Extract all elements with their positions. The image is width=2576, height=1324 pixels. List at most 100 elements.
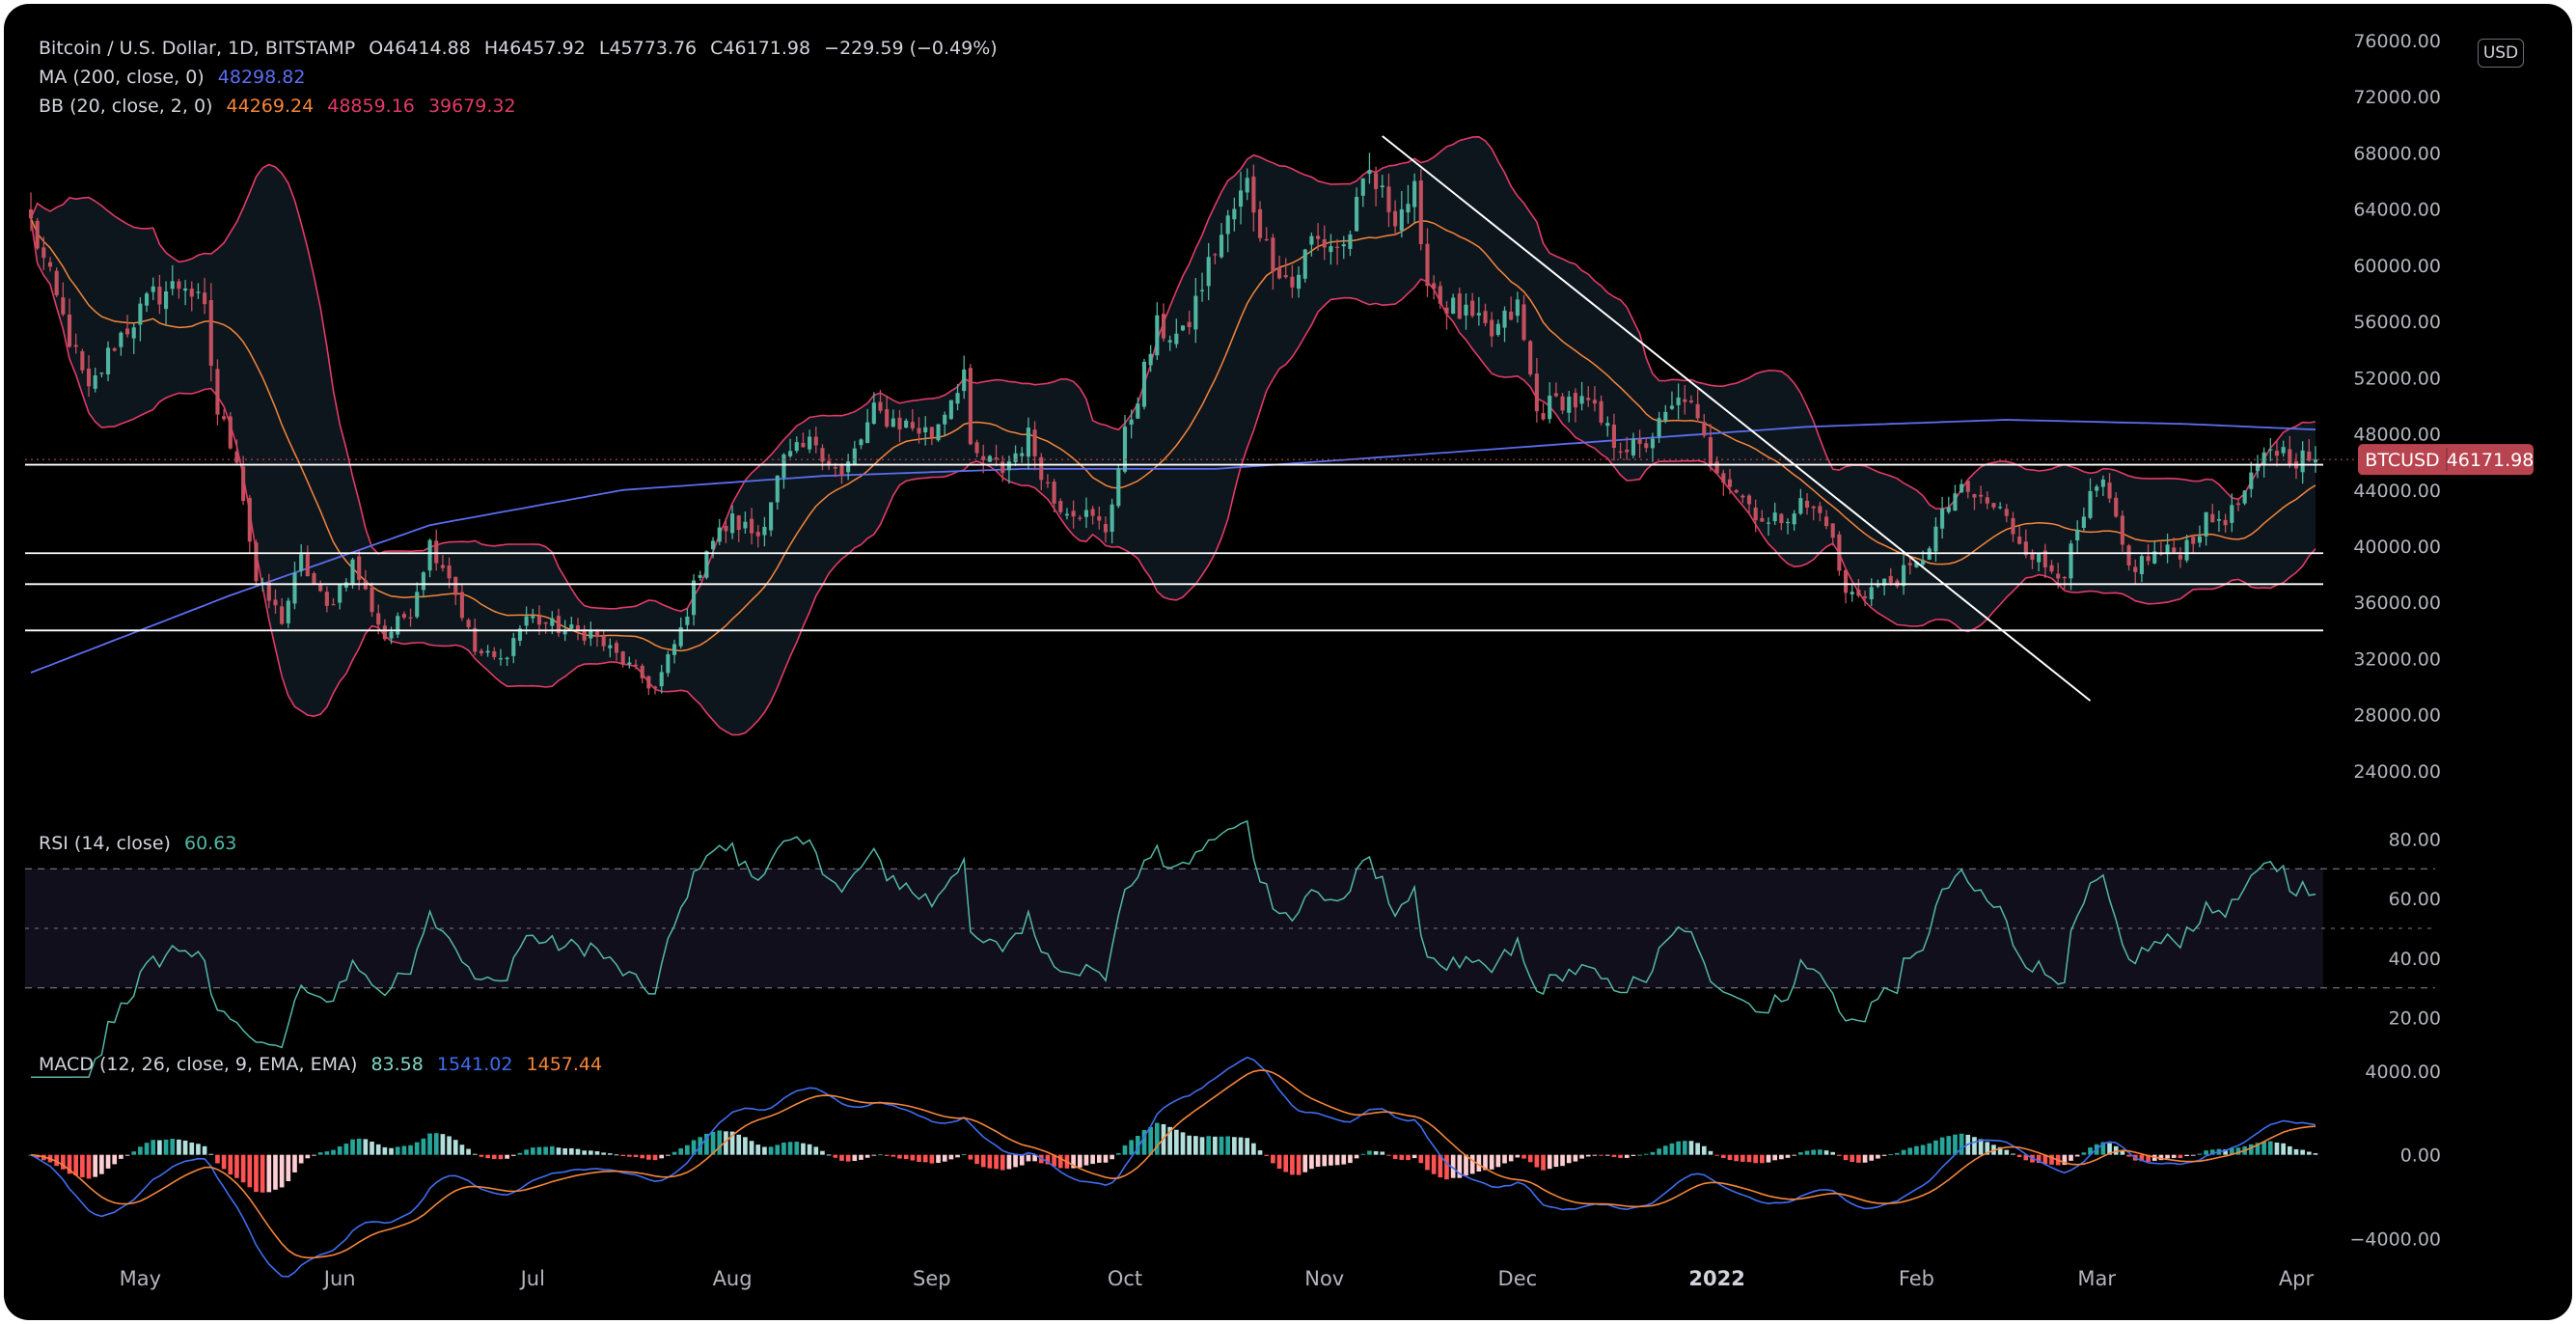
candle-body [2249,472,2254,489]
macd-histogram-bar [2204,1150,2208,1155]
candle-body [1902,565,1906,587]
macd-histogram-bar [2165,1154,2170,1159]
macd-histogram-bar [1823,1150,1829,1155]
currency-badge[interactable]: USD [2478,39,2524,68]
candle-body [1193,295,1198,330]
macd-histogram-bar [1193,1136,1198,1155]
macd-histogram-bar [1573,1154,1578,1162]
macd-histogram-bar [254,1154,259,1193]
rsi-tick-label: 80.00 [2389,829,2441,850]
macd-histogram-bar [1457,1154,1463,1178]
candle-body [2069,543,2073,579]
macd-histogram-bar [1296,1154,1302,1175]
trendline[interactable] [1382,135,2092,702]
macd-histogram-bar [801,1143,806,1155]
macd-histogram-bar [2313,1153,2318,1155]
candle-body [827,460,832,466]
candle-body [801,442,806,448]
macd-histogram-bar [2074,1154,2080,1157]
macd-histogram-bar [813,1146,819,1155]
candle-body [1940,509,1945,529]
candle-body [312,573,316,585]
macd-histogram-bar [350,1139,355,1155]
candle-body [2288,449,2292,465]
macd-histogram-bar [1534,1154,1540,1168]
candle-body [981,455,986,460]
macd-histogram-bar [736,1134,742,1155]
macd-histogram-bar [1431,1154,1437,1174]
macd-histogram-bar [99,1154,104,1174]
candle-body [1129,419,1134,425]
candle-body [331,604,336,606]
macd-histogram-bar [1180,1132,1186,1155]
candle-body [2049,565,2054,572]
candle-body [1418,179,1423,244]
bollinger-fill-layer [31,136,2316,735]
bb-legend: BB (20, close, 2, 0) 44269.24 48859.16 3… [39,95,524,118]
candle-body [183,288,188,291]
currency-label: USD [2482,43,2519,63]
macd-histogram-bar [1631,1154,1636,1156]
macd-histogram-bar [131,1151,137,1155]
macd-histogram-bar [1688,1141,1694,1155]
candle-body [550,618,555,626]
candle-body [1541,413,1546,420]
candle-body [943,414,947,425]
macd-histogram-bar [2042,1154,2048,1165]
candle-body [1753,508,1758,521]
candle-body [434,540,439,564]
macd-histogram-bar [1071,1154,1076,1169]
candle-body [1869,587,1874,599]
macd-histogram-bar [891,1154,896,1157]
candle-body [1863,595,1868,598]
rsi-tick-label: 40.00 [2389,949,2441,970]
candle-body [215,369,220,415]
candle-body [324,592,329,606]
macd-histogram-bar [878,1154,883,1156]
open-value: O46414.88 [369,38,471,59]
candle-body [652,686,658,689]
candle-body [1348,234,1353,249]
candle-body [2204,511,2208,537]
macd-histogram-bar [671,1151,677,1155]
macd-histogram-bar [1643,1153,1649,1155]
candle-body [73,345,78,347]
macd-histogram-bar [510,1154,516,1156]
macd-histogram-bar [640,1154,645,1159]
candle-body [1297,274,1302,290]
candle-body [987,455,992,462]
candle-body [1746,495,1752,505]
candle-body [671,644,677,655]
macd-histogram-bar [119,1154,123,1159]
macd-histogram-bar [1599,1154,1603,1156]
candle-body [871,402,876,425]
macd-histogram-bar [2139,1154,2145,1162]
macd-histogram-bar [1219,1136,1224,1155]
low-value: L45773.76 [598,38,698,59]
candle-body [1921,560,1926,565]
candle-body [2139,556,2144,574]
trading-chart[interactable]: 24000.00 28000.00 32000.00 36000.00 40000.00… [4,4,2572,1320]
candle-body [196,291,201,293]
change-value: −229.59 (−0.49%) [824,38,998,59]
macd-histogram-bar [1103,1154,1109,1163]
macd-histogram-bar [2004,1149,2010,1155]
candle-body [1451,297,1456,315]
candle-body [885,409,890,428]
time-tick-label: Dec [1498,1267,1538,1290]
candle-body [292,572,297,604]
macd-histogram-bar [794,1142,800,1155]
macd-histogram-bar [1129,1140,1134,1155]
macd-histogram-bar [1315,1154,1321,1168]
macd-histogram-bar [1464,1154,1468,1176]
macd-histogram-bar [447,1136,452,1155]
candle-body [813,436,818,446]
macd-histogram-bar [1881,1154,1887,1156]
macd-histogram-bar [1006,1154,1012,1170]
macd-histogram-bar [1322,1154,1328,1167]
macd-histogram-bar [279,1154,285,1188]
macd-histogram-bar [755,1145,761,1155]
macd-histogram-bar [1740,1154,1745,1162]
macd-histogram-bar [1521,1154,1526,1159]
candle-body [1470,300,1475,317]
